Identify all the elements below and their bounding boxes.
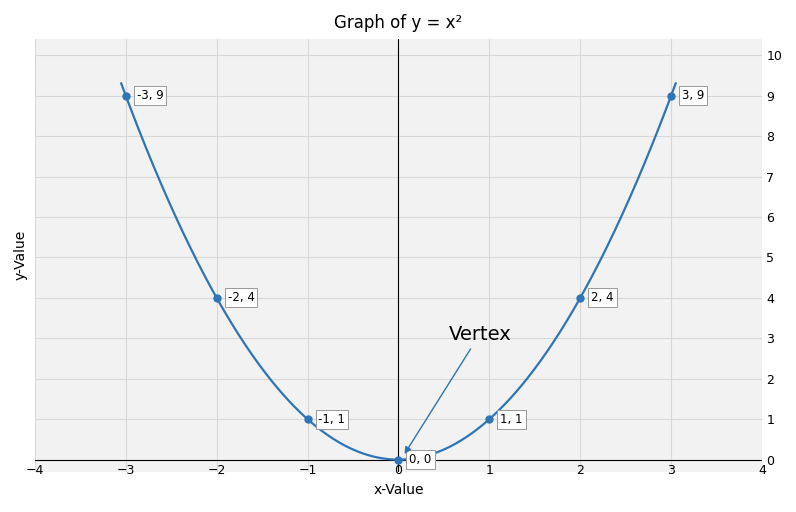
Text: Vertex: Vertex <box>405 325 511 453</box>
X-axis label: x-Value: x-Value <box>373 483 423 497</box>
Text: 1, 1: 1, 1 <box>500 413 523 425</box>
Text: -1, 1: -1, 1 <box>318 413 345 425</box>
Text: 3, 9: 3, 9 <box>682 89 704 102</box>
Y-axis label: y-Value: y-Value <box>14 230 28 281</box>
Text: -2, 4: -2, 4 <box>228 291 255 304</box>
Text: 0, 0: 0, 0 <box>409 453 431 466</box>
Text: 2, 4: 2, 4 <box>591 291 614 304</box>
Title: Graph of y = x²: Graph of y = x² <box>334 14 462 32</box>
Text: -3, 9: -3, 9 <box>137 89 163 102</box>
